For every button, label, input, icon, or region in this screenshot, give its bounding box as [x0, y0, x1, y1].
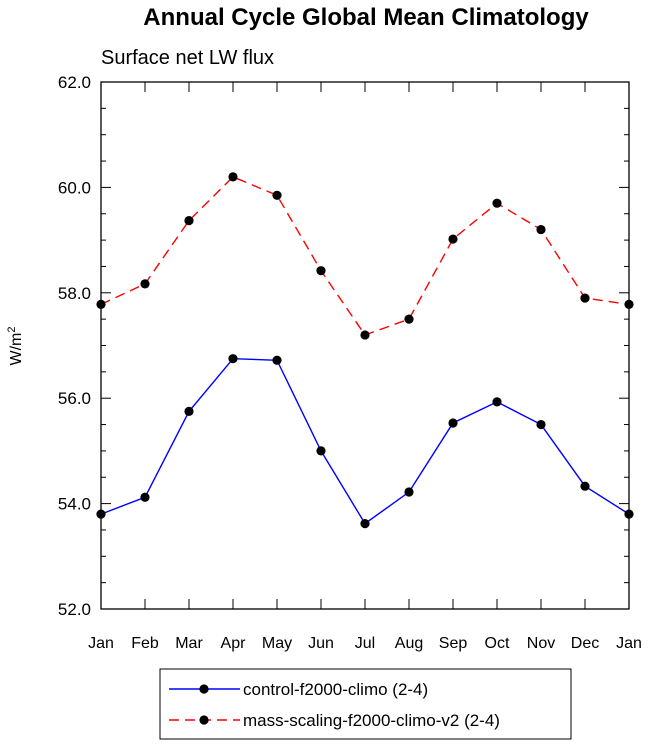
y-axis-label: W/m2 — [6, 327, 25, 366]
data-point-series-0 — [316, 446, 326, 456]
data-point-series-0 — [140, 492, 150, 502]
y-tick-label: 54.0 — [58, 495, 91, 514]
data-point-series-1 — [228, 172, 238, 182]
data-point-series-0 — [448, 418, 458, 428]
y-tick-label: 62.0 — [58, 73, 91, 92]
data-point-series-1 — [448, 234, 458, 244]
data-point-series-1 — [272, 190, 282, 200]
data-point-series-0 — [360, 519, 370, 529]
y-tick-label: 60.0 — [58, 178, 91, 197]
svg-text:W/m2: W/m2 — [6, 327, 25, 366]
x-tick-label: Jul — [355, 635, 375, 652]
x-tick-label: Jun — [308, 635, 334, 652]
data-point-series-1 — [492, 198, 502, 208]
legend-label-1: mass-scaling-f2000-climo-v2 (2-4) — [243, 711, 500, 730]
data-point-series-0 — [492, 397, 502, 407]
x-tick-labels: Jan Feb Mar Apr May Jun Jul Aug Sep Oct Nov Dec Jan — [88, 635, 642, 652]
data-point-series-1 — [404, 314, 414, 324]
x-tick-label: Nov — [527, 635, 555, 652]
legend-marker-1 — [199, 715, 209, 725]
series-layer — [96, 172, 634, 529]
x-tick-label: Sep — [439, 635, 468, 652]
x-tick-label: Jan — [88, 635, 114, 652]
data-point-series-0 — [272, 355, 282, 365]
x-tick-label: Jan — [616, 635, 642, 652]
data-point-series-0 — [184, 406, 194, 416]
series-line-1 — [100, 176, 630, 336]
data-point-series-0 — [404, 487, 414, 497]
y-axis-label-text: W/m — [8, 333, 25, 366]
y-tick-label: 52.0 — [58, 600, 91, 619]
chart-subtitle: Surface net LW flux — [101, 47, 274, 69]
x-tick-label: Dec — [571, 635, 599, 652]
legend-label-0: control-f2000-climo (2-4) — [243, 680, 428, 699]
y-tick-label: 58.0 — [58, 284, 91, 303]
x-tick-label: Oct — [485, 635, 510, 652]
x-tick-label: Feb — [131, 635, 159, 652]
series-line-0 — [100, 357, 630, 525]
legend-marker-0 — [199, 684, 209, 694]
x-tick-label: Mar — [175, 635, 203, 652]
y-axis-label-sup: 2 — [6, 327, 18, 333]
data-point-series-0 — [536, 419, 546, 430]
x-tick-label: May — [262, 635, 292, 652]
data-point-series-0 — [580, 481, 590, 491]
data-point-series-0 — [228, 354, 238, 364]
legend-box — [159, 668, 572, 740]
x-tick-label: Aug — [395, 635, 423, 652]
plot-frame — [100, 81, 630, 610]
legend: control-f2000-climo (2-4) mass-scaling-f2… — [159, 668, 572, 740]
data-point-series-1 — [184, 216, 194, 226]
y-tick-label: 56.0 — [58, 389, 91, 408]
data-point-series-1 — [140, 279, 150, 289]
data-point-series-1 — [536, 224, 546, 235]
axis-ticks — [100, 81, 630, 610]
data-point-series-1 — [360, 330, 370, 340]
data-point-series-1 — [580, 293, 590, 303]
x-tick-label: Apr — [221, 635, 247, 652]
y-tick-labels: 52.0 54.0 56.0 58.0 60.0 62.0 — [58, 73, 91, 619]
chart-title: Annual Cycle Global Mean Climatology — [143, 4, 589, 31]
data-point-series-1 — [316, 266, 326, 276]
